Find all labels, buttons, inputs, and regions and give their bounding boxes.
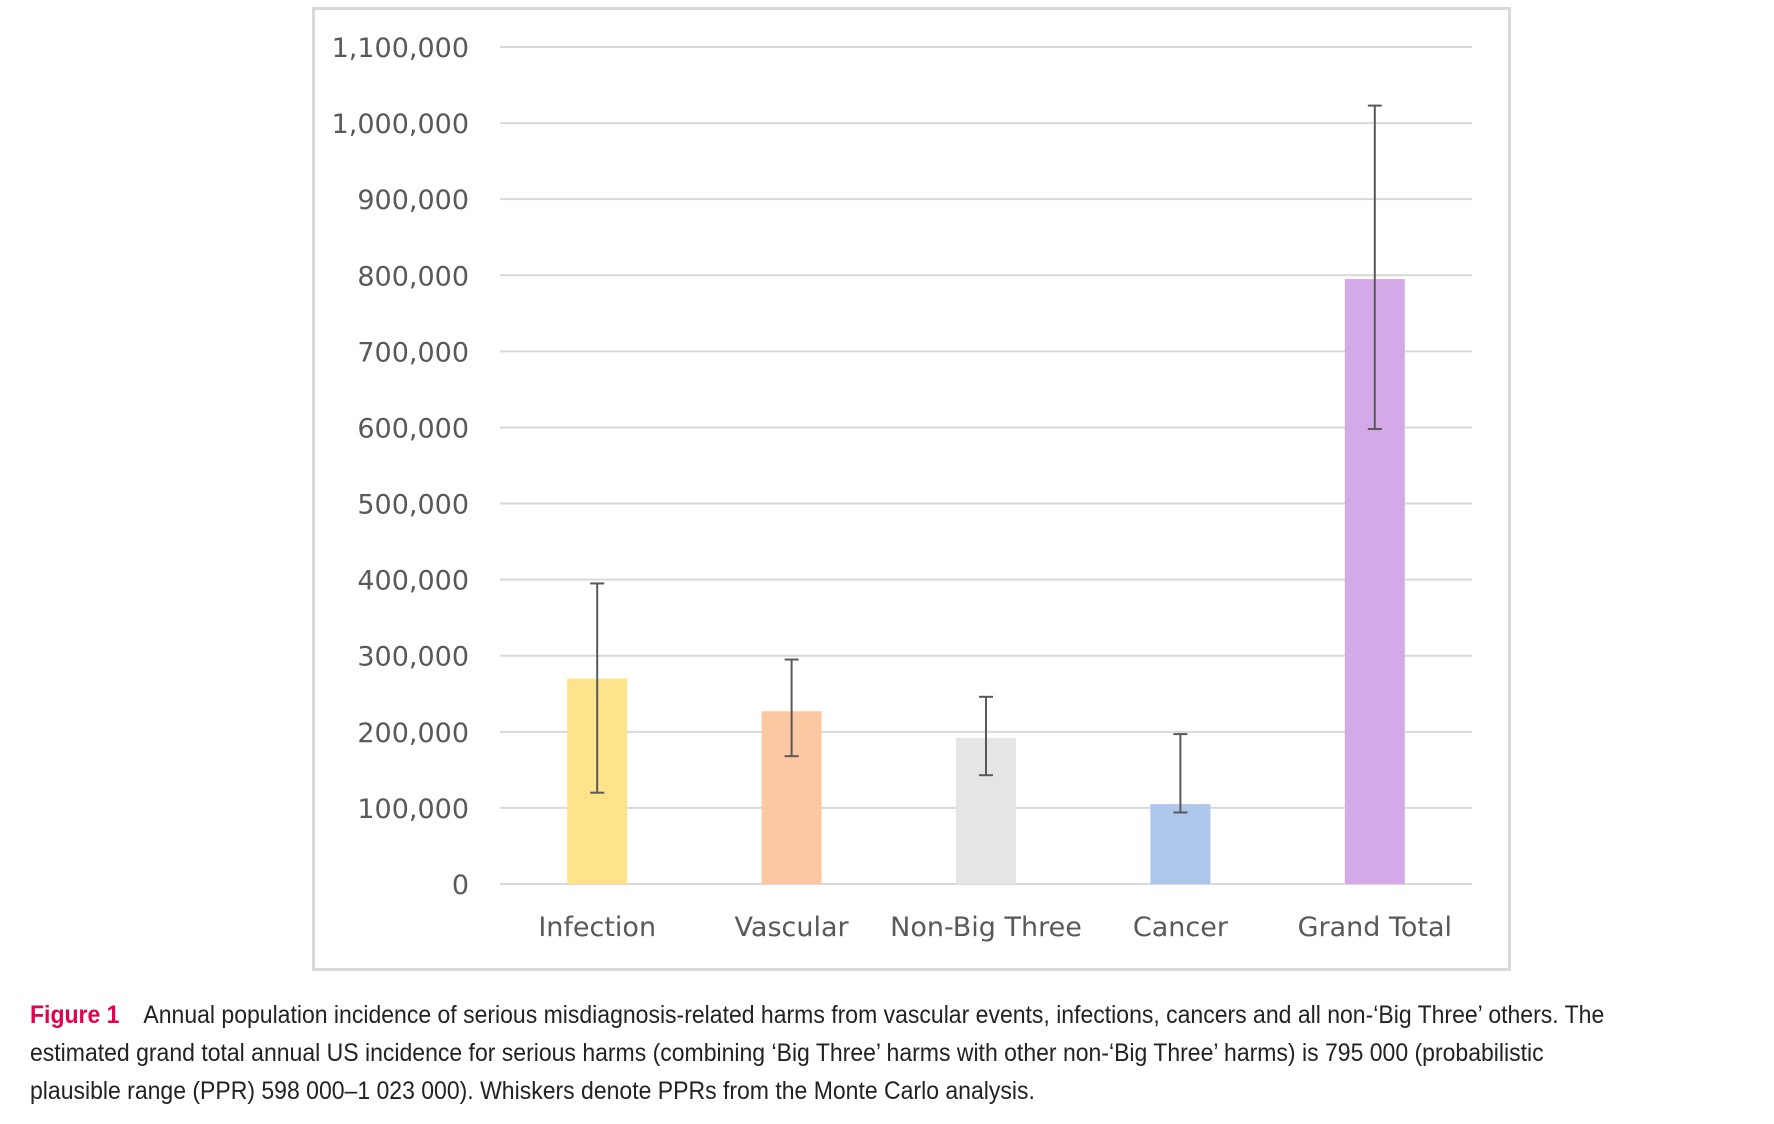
y-tick-label: 700,000 xyxy=(357,337,469,368)
y-axis-tick-labels: 0 100,000 200,000 300,000 400,000 500,000 600,… xyxy=(332,33,469,901)
x-category-label: Infection xyxy=(538,912,656,943)
error-bars xyxy=(590,104,1382,814)
bar-chart: 0 100,000 200,000 300,000 400,000 500,000 600,… xyxy=(332,33,1472,943)
figure-caption: Figure 1 Annual population incidence of s… xyxy=(30,996,1631,1110)
y-tick-label: 0 xyxy=(452,870,469,901)
chart-frame xyxy=(312,7,1511,971)
y-tick-label: 900,000 xyxy=(357,185,469,216)
caption-text: Annual population incidence of serious m… xyxy=(30,1001,1605,1105)
y-tick-label: 100,000 xyxy=(357,794,469,825)
y-tick-label: 600,000 xyxy=(357,413,469,444)
x-category-label: Cancer xyxy=(1133,912,1229,943)
y-tick-label: 300,000 xyxy=(357,642,469,673)
y-tick-label: 200,000 xyxy=(357,718,469,749)
y-tick-label: 500,000 xyxy=(357,490,469,521)
gridlines xyxy=(500,46,1472,885)
x-category-label: Non-Big Three xyxy=(890,912,1082,943)
y-tick-label: 400,000 xyxy=(357,566,469,597)
y-tick-label: 1,100,000 xyxy=(332,33,469,64)
x-category-label: Grand Total xyxy=(1298,912,1452,943)
y-tick-label: 1,000,000 xyxy=(332,109,469,140)
bars xyxy=(567,279,1405,884)
x-category-label: Vascular xyxy=(735,912,850,943)
bar xyxy=(1150,804,1211,884)
x-axis-category-labels: Infection Vascular Non-Big Three Cancer Gran… xyxy=(538,912,1452,943)
y-tick-label: 800,000 xyxy=(357,261,469,292)
figure-number: Figure 1 xyxy=(30,1001,120,1029)
